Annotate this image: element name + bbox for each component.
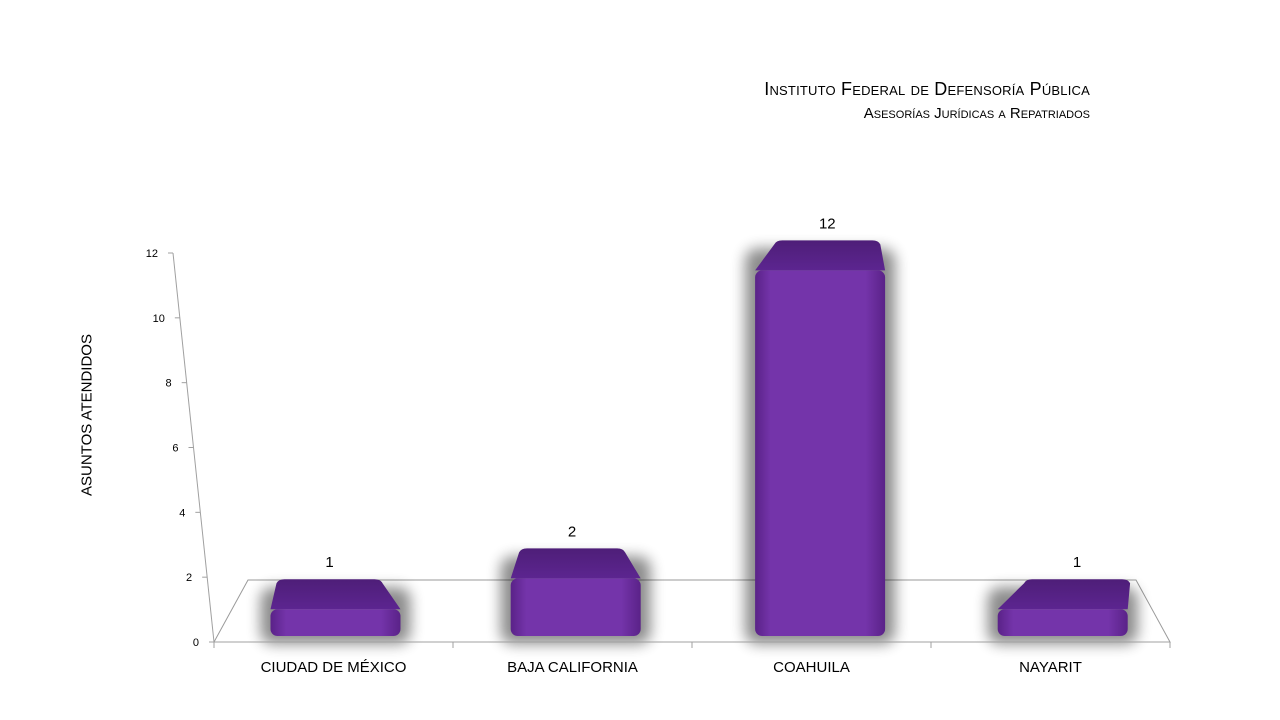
- y-tick-label: 2: [186, 572, 192, 584]
- bar-top-face: [997, 579, 1131, 610]
- y-tick-label: 4: [179, 507, 185, 519]
- y-tick-label: 12: [146, 248, 158, 260]
- y-axis: 0 2 4 6 8 10 12: [146, 248, 215, 649]
- bar-3: 12: [745, 215, 896, 644]
- bar-front-face: [755, 270, 886, 636]
- bar-2: 2: [500, 523, 651, 644]
- y-tick-label: 0: [193, 637, 199, 649]
- x-axis: CIUDAD DE MÉXICO BAJA CALIFORNIA COAHUILA N…: [213, 641, 1171, 676]
- bar-value-label: 1: [325, 554, 333, 571]
- bar-value-label: 2: [568, 523, 576, 540]
- bar-top-face: [270, 579, 401, 610]
- y-tick-label: 6: [172, 443, 178, 455]
- x-category-label: COAHUILA: [773, 659, 850, 676]
- bar-top-face: [755, 240, 886, 271]
- x-category-label: NAYARIT: [1019, 659, 1082, 676]
- x-category-label: CIUDAD DE MÉXICO: [261, 659, 407, 676]
- bar-front-face: [997, 609, 1128, 636]
- bar-value-label: 1: [1073, 554, 1081, 571]
- chart-subtitle: Asesorías Jurídicas a Repatriados: [863, 105, 1090, 122]
- bar-1: 1: [260, 554, 411, 644]
- bar-4: 1: [987, 554, 1138, 644]
- chart-title: Instituto Federal de Defensoría Pública: [764, 79, 1090, 99]
- bar-front-face: [270, 609, 401, 636]
- x-category-label: BAJA CALIFORNIA: [507, 659, 638, 676]
- bar-front-face: [510, 578, 641, 636]
- chart-title-block: Instituto Federal de Defensoría Pública …: [764, 76, 1090, 126]
- y-tick-label: 10: [153, 313, 165, 325]
- y-tick-label: 8: [166, 378, 172, 390]
- bar-top-face: [510, 548, 641, 579]
- bar-value-label: 12: [819, 215, 836, 232]
